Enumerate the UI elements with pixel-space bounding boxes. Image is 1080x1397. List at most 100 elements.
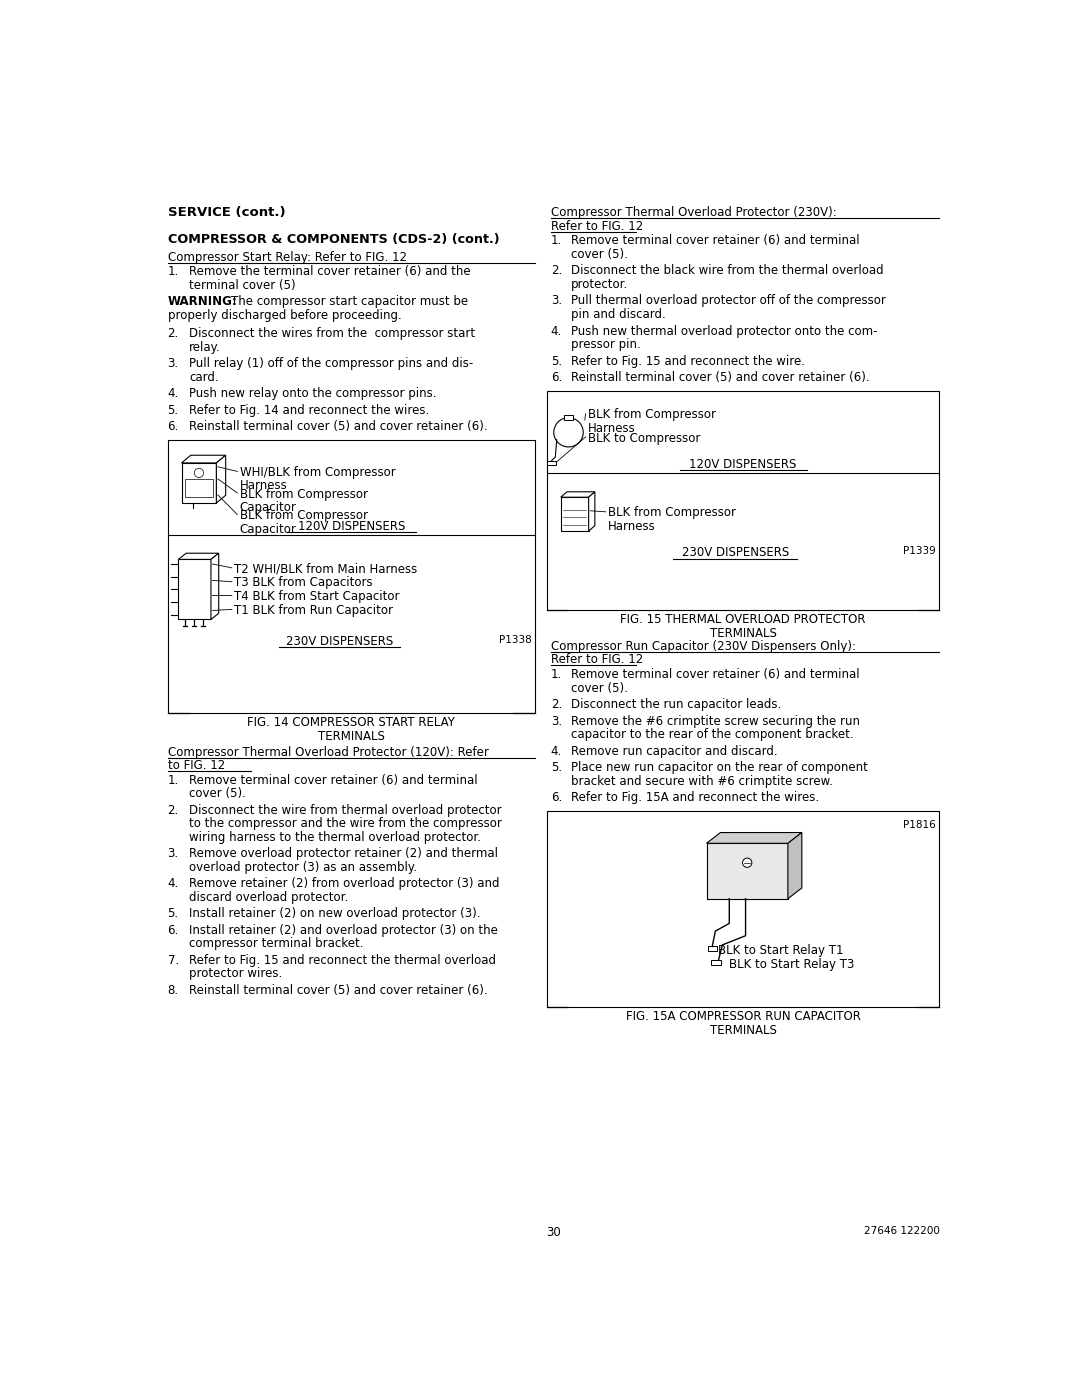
Text: 120V DISPENSERS: 120V DISPENSERS	[298, 520, 405, 532]
Text: T2 WHI/BLK from Main Harness: T2 WHI/BLK from Main Harness	[234, 563, 418, 576]
Text: Install retainer (2) and overload protector (3) on the: Install retainer (2) and overload protec…	[189, 923, 498, 937]
Text: SERVICE (cont.): SERVICE (cont.)	[167, 207, 285, 219]
Polygon shape	[706, 833, 801, 844]
Text: Compressor Thermal Overload Protector (120V): Refer: Compressor Thermal Overload Protector (1…	[167, 746, 488, 759]
Text: 6.: 6.	[167, 420, 179, 433]
Text: cover (5).: cover (5).	[571, 247, 627, 261]
Bar	[546, 812, 940, 1007]
Text: Reinstall terminal cover (5) and cover retainer (6).: Reinstall terminal cover (5) and cover r…	[571, 372, 869, 384]
Text: 2.: 2.	[167, 327, 179, 339]
Text: properly discharged before proceeding.: properly discharged before proceeding.	[167, 309, 402, 321]
Text: T1 BLK from Run Capacitor: T1 BLK from Run Capacitor	[234, 604, 393, 617]
Text: 230V DISPENSERS: 230V DISPENSERS	[286, 634, 393, 648]
Text: 3.: 3.	[551, 295, 562, 307]
Text: The compressor start capacitor must be: The compressor start capacitor must be	[231, 295, 469, 309]
Bar	[706, 844, 788, 898]
Polygon shape	[561, 492, 595, 497]
Text: cover (5).: cover (5).	[189, 788, 246, 800]
Text: BLK to Start Relay T1: BLK to Start Relay T1	[718, 944, 843, 957]
Text: Refer to Fig. 14 and reconnect the wires.: Refer to Fig. 14 and reconnect the wires…	[189, 404, 430, 416]
Text: 3.: 3.	[167, 848, 178, 861]
Text: 6.: 6.	[551, 372, 562, 384]
Text: Compressor Thermal Overload Protector (230V):: Compressor Thermal Overload Protector (2…	[551, 207, 836, 219]
Text: cover (5).: cover (5).	[571, 682, 627, 694]
Text: Refer to Fig. 15A and reconnect the wires.: Refer to Fig. 15A and reconnect the wire…	[571, 791, 819, 805]
Text: BLK from Compressor: BLK from Compressor	[240, 488, 367, 500]
Text: Remove the #6 crimptite screw securing the run: Remove the #6 crimptite screw securing t…	[571, 715, 860, 728]
Text: 5.: 5.	[551, 355, 562, 367]
Text: COMPRESSOR & COMPONENTS (CDS-2) (cont.): COMPRESSOR & COMPONENTS (CDS-2) (cont.)	[167, 233, 499, 246]
Text: Push new relay onto the compressor pins.: Push new relay onto the compressor pins.	[189, 387, 436, 400]
Text: 6.: 6.	[551, 791, 562, 805]
Text: P1816: P1816	[903, 820, 935, 830]
Text: protector.: protector.	[571, 278, 629, 291]
Polygon shape	[178, 553, 218, 559]
Text: 4.: 4.	[551, 324, 562, 338]
Text: Place new run capacitor on the rear of component: Place new run capacitor on the rear of c…	[571, 761, 867, 774]
Bar	[546, 391, 940, 610]
Text: BLK to Compressor: BLK to Compressor	[588, 432, 700, 444]
Text: Disconnect the wire from thermal overload protector: Disconnect the wire from thermal overloa…	[189, 803, 502, 817]
Text: BLK from Compressor: BLK from Compressor	[240, 509, 367, 522]
Text: Install retainer (2) on new overload protector (3).: Install retainer (2) on new overload pro…	[189, 908, 481, 921]
Text: relay.: relay.	[189, 341, 221, 353]
Text: 3.: 3.	[551, 715, 562, 728]
Text: overload protector (3) as an assembly.: overload protector (3) as an assembly.	[189, 861, 417, 875]
Polygon shape	[589, 492, 595, 531]
Text: protector wires.: protector wires.	[189, 968, 283, 981]
Text: WHI/BLK from Compressor: WHI/BLK from Compressor	[240, 467, 395, 479]
Bar	[167, 440, 536, 714]
Text: P1338: P1338	[499, 634, 531, 645]
Text: Remove terminal cover retainer (6) and terminal: Remove terminal cover retainer (6) and t…	[571, 668, 860, 682]
Text: 1.: 1.	[167, 774, 179, 787]
Text: 4.: 4.	[167, 877, 179, 890]
Text: Remove retainer (2) from overload protector (3) and: Remove retainer (2) from overload protec…	[189, 877, 500, 890]
Text: to FIG. 12: to FIG. 12	[167, 759, 225, 773]
Text: Remove overload protector retainer (2) and thermal: Remove overload protector retainer (2) a…	[189, 848, 498, 861]
Text: WARNING:: WARNING:	[167, 295, 238, 309]
Bar	[178, 559, 211, 619]
Text: Capacitor: Capacitor	[240, 522, 297, 535]
Bar	[181, 462, 216, 503]
Text: Harness: Harness	[240, 479, 287, 493]
Text: 230V DISPENSERS: 230V DISPENSERS	[681, 546, 789, 559]
Text: Refer to Fig. 15 and reconnect the thermal overload: Refer to Fig. 15 and reconnect the therm…	[189, 954, 496, 967]
Text: 1.: 1.	[551, 235, 562, 247]
Text: pin and discard.: pin and discard.	[571, 307, 665, 321]
Polygon shape	[211, 553, 218, 619]
Bar	[707, 947, 717, 951]
Text: 5.: 5.	[167, 908, 178, 921]
Text: 6.: 6.	[167, 923, 179, 937]
Text: Disconnect the wires from the  compressor start: Disconnect the wires from the compressor…	[189, 327, 475, 339]
Text: T4 BLK from Start Capacitor: T4 BLK from Start Capacitor	[234, 590, 400, 604]
Text: FIG. 15 THERMAL OVERLOAD PROTECTOR: FIG. 15 THERMAL OVERLOAD PROTECTOR	[620, 613, 866, 626]
Text: 5.: 5.	[551, 761, 562, 774]
Text: card.: card.	[189, 370, 219, 384]
Text: Reinstall terminal cover (5) and cover retainer (6).: Reinstall terminal cover (5) and cover r…	[189, 983, 488, 997]
Polygon shape	[216, 455, 226, 503]
Text: Remove the terminal cover retainer (6) and the: Remove the terminal cover retainer (6) a…	[189, 265, 471, 278]
Text: Harness: Harness	[608, 520, 656, 532]
Bar	[546, 461, 556, 465]
Text: capacitor to the rear of the component bracket.: capacitor to the rear of the component b…	[571, 728, 853, 742]
Text: 8.: 8.	[167, 983, 178, 997]
Text: Disconnect the black wire from the thermal overload: Disconnect the black wire from the therm…	[571, 264, 883, 278]
Text: T3 BLK from Capacitors: T3 BLK from Capacitors	[234, 577, 373, 590]
Text: Remove run capacitor and discard.: Remove run capacitor and discard.	[571, 745, 778, 757]
Text: 4.: 4.	[167, 387, 179, 400]
Text: Refer to FIG. 12: Refer to FIG. 12	[551, 654, 643, 666]
Text: pressor pin.: pressor pin.	[571, 338, 640, 351]
Bar	[712, 960, 720, 965]
Text: TERMINALS: TERMINALS	[710, 627, 777, 640]
Circle shape	[194, 468, 204, 478]
Text: Remove terminal cover retainer (6) and terminal: Remove terminal cover retainer (6) and t…	[189, 774, 477, 787]
Text: BLK to Start Relay T3: BLK to Start Relay T3	[729, 958, 854, 971]
Text: Refer to Fig. 15 and reconnect the wire.: Refer to Fig. 15 and reconnect the wire.	[571, 355, 805, 367]
Text: TERMINALS: TERMINALS	[318, 729, 384, 743]
Text: 3.: 3.	[167, 358, 178, 370]
Text: compressor terminal bracket.: compressor terminal bracket.	[189, 937, 364, 950]
Text: Disconnect the run capacitor leads.: Disconnect the run capacitor leads.	[571, 698, 781, 711]
Text: 120V DISPENSERS: 120V DISPENSERS	[689, 458, 797, 471]
Text: TERMINALS: TERMINALS	[710, 1024, 777, 1037]
Text: 4.: 4.	[551, 745, 562, 757]
